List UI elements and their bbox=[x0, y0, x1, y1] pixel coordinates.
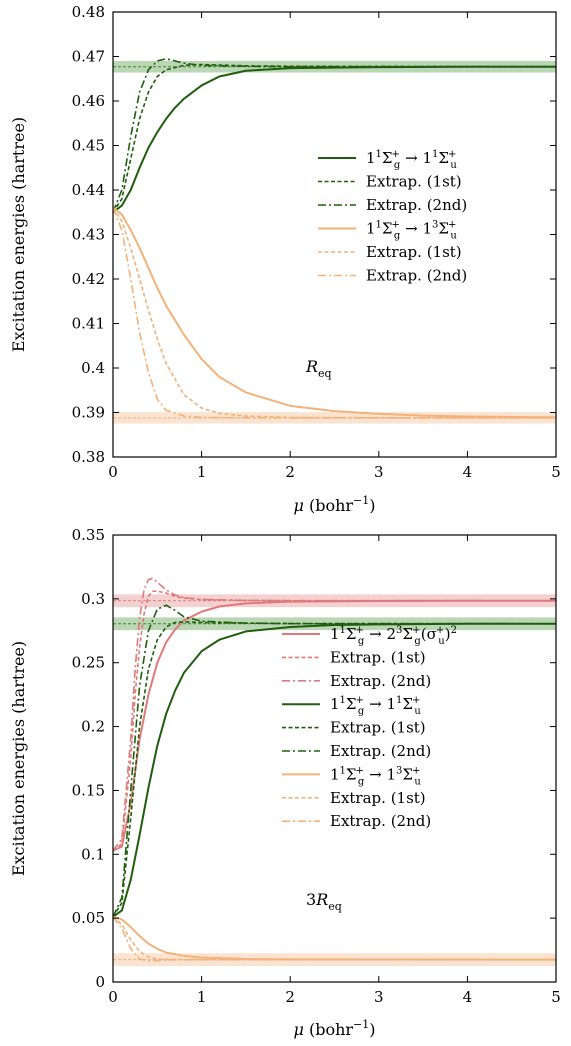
y-tick-label: 0.42 bbox=[72, 270, 105, 288]
x-tick-label: 3 bbox=[374, 463, 384, 481]
x-tick-label: 2 bbox=[285, 988, 295, 1006]
y-axis-label: Excitation energies (hartree) bbox=[9, 641, 28, 876]
legend-label: 11Σ+ g → 23Σ+ g(σ+ u)2 bbox=[330, 625, 457, 647]
series-line bbox=[113, 916, 556, 962]
series-line bbox=[113, 207, 556, 419]
series-line bbox=[113, 57, 556, 213]
legend-label: Extrap. (1st) bbox=[366, 243, 462, 261]
x-tick-label: 0 bbox=[108, 988, 118, 1006]
series-line bbox=[113, 915, 556, 961]
series-line bbox=[113, 207, 556, 419]
y-tick-label: 0.45 bbox=[72, 137, 105, 155]
legend-label: Extrap. (1st) bbox=[330, 719, 426, 737]
series-line bbox=[113, 207, 556, 419]
legend-label: Extrap. (2nd) bbox=[330, 812, 431, 830]
legend-label: Extrap. (1st) bbox=[366, 173, 462, 191]
x-axis-label: μ (bohr−1) bbox=[293, 494, 375, 515]
y-tick-label: 0.2 bbox=[81, 718, 105, 736]
series-line bbox=[113, 604, 556, 918]
series-line bbox=[113, 916, 556, 961]
x-tick-label: 5 bbox=[551, 988, 561, 1006]
x-tick-label: 3 bbox=[374, 988, 384, 1006]
series-line bbox=[113, 63, 556, 213]
series-line bbox=[113, 622, 556, 918]
series-line bbox=[113, 65, 556, 214]
annotation: 3Req bbox=[306, 890, 342, 913]
plot-frame bbox=[112, 534, 557, 983]
y-tick-label: 0.25 bbox=[72, 654, 105, 672]
y-tick-label: 0.05 bbox=[72, 909, 105, 927]
x-tick-label: 1 bbox=[197, 463, 207, 481]
x-tick-label: 5 bbox=[551, 463, 561, 481]
panel-bottom: 0 1 2 3 4 5 0 0.05 0.1 0.15 0.2 0.25 0.3 0.35 μ (bohr−… bbox=[9, 526, 561, 1039]
annotation: Req bbox=[305, 357, 332, 380]
y-tick-label: 0.1 bbox=[81, 845, 105, 863]
y-tick-label: 0.41 bbox=[72, 315, 105, 333]
x-tick-label: 4 bbox=[463, 463, 473, 481]
y-tick-label: 0 bbox=[95, 973, 105, 991]
y-tick-label: 0.43 bbox=[72, 226, 105, 244]
y-tick-label: 0.38 bbox=[72, 448, 105, 466]
legend-label: Extrap. (2nd) bbox=[366, 196, 467, 214]
legend-label: 11Σ+ g → 11Σ+ u bbox=[366, 149, 457, 171]
legend-label: Extrap. (2nd) bbox=[330, 672, 431, 690]
y-tick-label: 0.3 bbox=[81, 590, 105, 608]
series-line bbox=[113, 577, 556, 851]
legend-label: 11Σ+ g → 13Σ+ u bbox=[330, 765, 421, 787]
x-tick-label: 1 bbox=[197, 988, 207, 1006]
legend-label: Extrap. (2nd) bbox=[366, 267, 467, 285]
legend-label: 11Σ+ g → 11Σ+ u bbox=[330, 695, 421, 717]
panel-top: 0 1 2 3 4 5 0.38 0.39 0.4 0.41 0.42 0.43 0.44 0.45 0.4… bbox=[9, 3, 561, 515]
y-tick-label: 0.15 bbox=[72, 781, 105, 799]
y-tick-label: 0.39 bbox=[72, 404, 105, 422]
y-tick-label: 0.4 bbox=[81, 359, 105, 377]
legend-label: Extrap. (1st) bbox=[330, 789, 426, 807]
legend-label: 11Σ+ g → 13Σ+ u bbox=[366, 220, 457, 242]
y-tick-label: 0.44 bbox=[72, 181, 105, 199]
legend-label: Extrap. (2nd) bbox=[330, 742, 431, 760]
y-tick-label: 0.46 bbox=[72, 92, 105, 110]
x-tick-label: 4 bbox=[463, 988, 473, 1006]
x-tick-label: 2 bbox=[285, 463, 295, 481]
y-tick-label: 0.35 bbox=[72, 526, 105, 544]
y-tick-label: 0.47 bbox=[72, 48, 105, 66]
legend-label: Extrap. (1st) bbox=[330, 648, 426, 666]
plot-frame bbox=[112, 11, 557, 458]
y-tick-label: 0.48 bbox=[72, 3, 105, 21]
x-tick-label: 0 bbox=[108, 463, 118, 481]
y-axis-label: Excitation energies (hartree) bbox=[9, 117, 28, 352]
x-axis-label: μ (bohr−1) bbox=[293, 1018, 375, 1039]
